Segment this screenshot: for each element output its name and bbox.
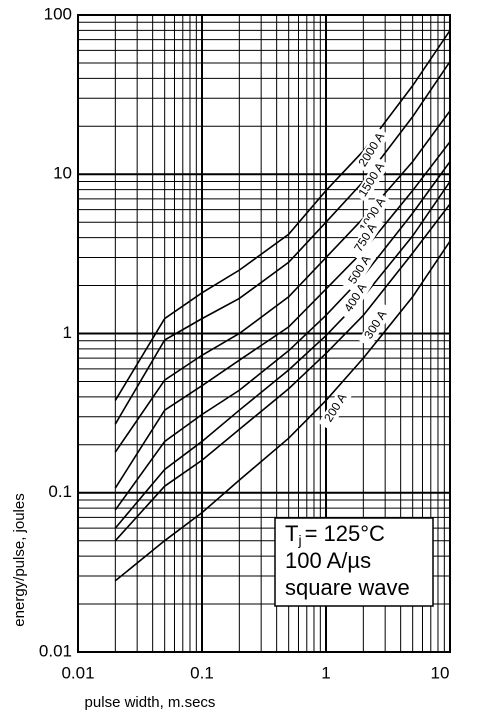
series-label-bg bbox=[318, 385, 354, 431]
series-line bbox=[114, 110, 451, 453]
series-label-bg bbox=[355, 192, 391, 238]
x-axis-title: pulse width, m.secs bbox=[85, 694, 216, 711]
y-tick-label: 0.01 bbox=[39, 641, 72, 660]
series-label-bg bbox=[338, 275, 374, 321]
annotation-box bbox=[274, 517, 434, 607]
x-tick-label: 0.01 bbox=[61, 663, 94, 682]
y-tick-label: 1 bbox=[63, 323, 72, 342]
x-tick-label: 10 bbox=[431, 663, 450, 682]
x-tick-label: 0.1 bbox=[190, 663, 214, 682]
series-line bbox=[114, 240, 451, 582]
annotation-line: square wave bbox=[285, 575, 410, 600]
plot-border bbox=[77, 14, 451, 653]
series-label-bg bbox=[348, 215, 384, 261]
series-line bbox=[114, 141, 451, 489]
series-line bbox=[114, 181, 451, 529]
series-line bbox=[114, 29, 451, 401]
series-line bbox=[114, 61, 451, 425]
annotation-symbol: T bbox=[285, 521, 298, 546]
y-axis-title: energy/pulse, joules bbox=[11, 493, 28, 626]
annotation-line: 100 A/µs bbox=[285, 548, 371, 573]
series-line bbox=[114, 161, 451, 511]
series-label-bg bbox=[342, 247, 378, 293]
series-label-bg bbox=[358, 302, 394, 348]
annotation-value: = 125°C bbox=[305, 521, 385, 546]
y-tick-label: 10 bbox=[53, 164, 72, 183]
series-line bbox=[114, 203, 451, 542]
y-tick-label: 0.1 bbox=[48, 482, 72, 501]
x-tick-label: 1 bbox=[321, 663, 330, 682]
y-tick-label: 100 bbox=[44, 4, 72, 23]
annotation-subscript: j bbox=[297, 532, 301, 548]
annotation-line: Tj = 125°C bbox=[285, 521, 385, 548]
series-label-bg bbox=[354, 157, 390, 203]
series-label-bg bbox=[354, 127, 390, 173]
